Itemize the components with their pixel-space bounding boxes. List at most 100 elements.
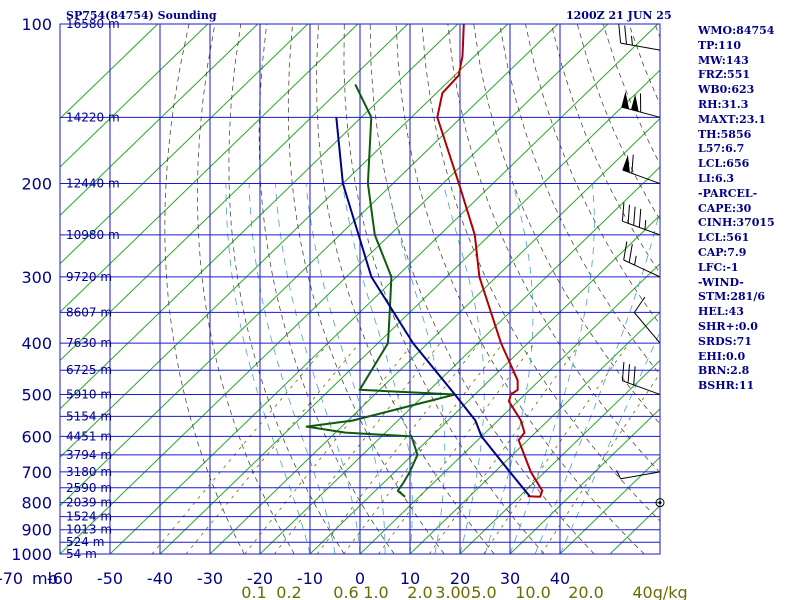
pressure-tick-label: 400 [21, 334, 52, 353]
height-label: 12440 m [66, 177, 120, 191]
height-label: 5154 m [66, 409, 112, 423]
barb-full [633, 206, 636, 226]
mixing-ratio-label: 3.0 [435, 583, 460, 600]
temperature-profile [436, 24, 544, 498]
panel-line: FRZ:551 [698, 68, 751, 82]
isotherm-line [60, 24, 609, 554]
pressure-tick-label: 500 [21, 385, 52, 404]
isotherm-line [459, 359, 660, 554]
height-label: 1013 m [66, 523, 112, 537]
barb-full [627, 204, 630, 224]
isotherm-line [509, 408, 660, 554]
parcel-profile [335, 117, 531, 497]
isotherm-line [60, 24, 259, 217]
indices-panel: WMO:84754 TP:110 MW:143 FRZ:551 WB0:623 RH:31… [698, 24, 775, 394]
barb-staff [620, 471, 661, 480]
dry-adiabat [316, 24, 495, 554]
pressure-unit-label: mb [32, 569, 58, 588]
moist-adiabat [442, 183, 485, 554]
calm-wind-circle [655, 498, 665, 508]
barb-staff [622, 169, 661, 185]
mixing-ratio-line [151, 342, 329, 554]
pressure-tick-label: 200 [21, 175, 52, 194]
temperature-tick-label: -50 [97, 569, 123, 588]
mixing-ratio-label: 1.0 [363, 583, 388, 600]
barb-half [616, 470, 622, 480]
dry-adiabat [421, 24, 660, 522]
panel-line: -WIND- [698, 275, 744, 289]
dry-adiabat [197, 24, 295, 554]
pressure-tick-label: 700 [21, 463, 52, 482]
isotherm-line [359, 263, 660, 554]
panel-line: WMO:84754 [698, 24, 775, 37]
mixing-ratio-label: 0.6 [333, 583, 358, 600]
moist-adiabat [534, 208, 660, 554]
panel-line: HEL:43 [698, 305, 744, 319]
mixing-ratio-line [378, 342, 536, 554]
plot-frame [59, 23, 661, 555]
mixing-ratio-line [185, 342, 360, 554]
mixing-ratio-label: 0.1 [241, 583, 266, 600]
barb-full [633, 296, 646, 313]
panel-line: RH:31.3 [698, 97, 749, 111]
barb-full [621, 362, 625, 381]
barb-staff [623, 259, 661, 278]
panel-line: BSHR:11 [698, 379, 755, 393]
panel-line: MW:143 [698, 53, 749, 67]
mixing-ratio-line [244, 342, 414, 554]
mixing-ratio-label: 5.0 [471, 583, 496, 600]
height-label: 8607 m [66, 305, 112, 319]
barb-half [634, 255, 637, 266]
isotherm-line [60, 24, 159, 120]
pressure-tick-label: 600 [21, 427, 52, 446]
height-label: 16580 m [66, 17, 120, 31]
mixing-ratio-label: 20.0 [568, 583, 604, 600]
pressure-tick-label: 300 [21, 268, 52, 287]
panel-line: CINH:37015 [698, 216, 775, 230]
panel-line: WB0:623 [698, 83, 755, 97]
plot-area [60, 24, 660, 554]
wind-barb [621, 362, 661, 395]
panel-line: EHI:0.0 [698, 349, 746, 363]
temperature-tick-label: 10 [400, 569, 420, 588]
temperature-tick-label: -20 [247, 569, 273, 588]
sounding-title: SP754(84754) Sounding [66, 9, 217, 22]
mixing-ratio-label: 0. [460, 583, 475, 600]
height-label: 2039 m [66, 496, 112, 510]
height-label: 4451 m [66, 429, 112, 443]
wind-barb [621, 202, 661, 236]
mixing-ratio-label: 10.0 [515, 583, 551, 600]
panel-line: LI:6.3 [698, 171, 735, 185]
height-label: 9720 m [66, 270, 112, 284]
isotherm-line [159, 69, 660, 554]
dry-adiabat [228, 24, 345, 554]
height-label: 54 m [66, 547, 97, 561]
barb-full [624, 25, 627, 45]
height-label: 5910 m [66, 387, 112, 401]
calm-wind-dot [658, 501, 662, 505]
wind-barb [621, 91, 661, 118]
temperature-tick-label: 30 [500, 569, 520, 588]
height-label: 1524 m [66, 510, 112, 524]
isotherm-line [60, 24, 409, 362]
temperature-tick-label: 0 [355, 569, 365, 588]
pressure-tick-label: 1000 [11, 545, 52, 564]
pressure-tick-label: 800 [21, 494, 52, 513]
height-label: 3794 m [66, 448, 112, 462]
panel-line: TP:110 [698, 38, 742, 52]
mixing-ratio-line [316, 342, 480, 554]
height-label: 524 m [66, 535, 104, 549]
height-label: 7630 m [66, 336, 112, 350]
mixing-ratio-label: 40g/kg [632, 583, 687, 600]
height-label: 6725 m [66, 363, 112, 377]
isotherm-line [60, 24, 459, 410]
barb-full [621, 202, 625, 222]
barb-full [631, 154, 634, 174]
temperature-tick-label: -70 [0, 569, 23, 588]
height-label: 2590 m [66, 481, 112, 495]
panel-line: MAXT:23.1 [698, 112, 766, 126]
sounding-time: 1200Z 21 JUN 25 [566, 9, 672, 22]
panel-line: SHR+:0.0 [698, 319, 758, 333]
isotherm-line [60, 24, 559, 507]
